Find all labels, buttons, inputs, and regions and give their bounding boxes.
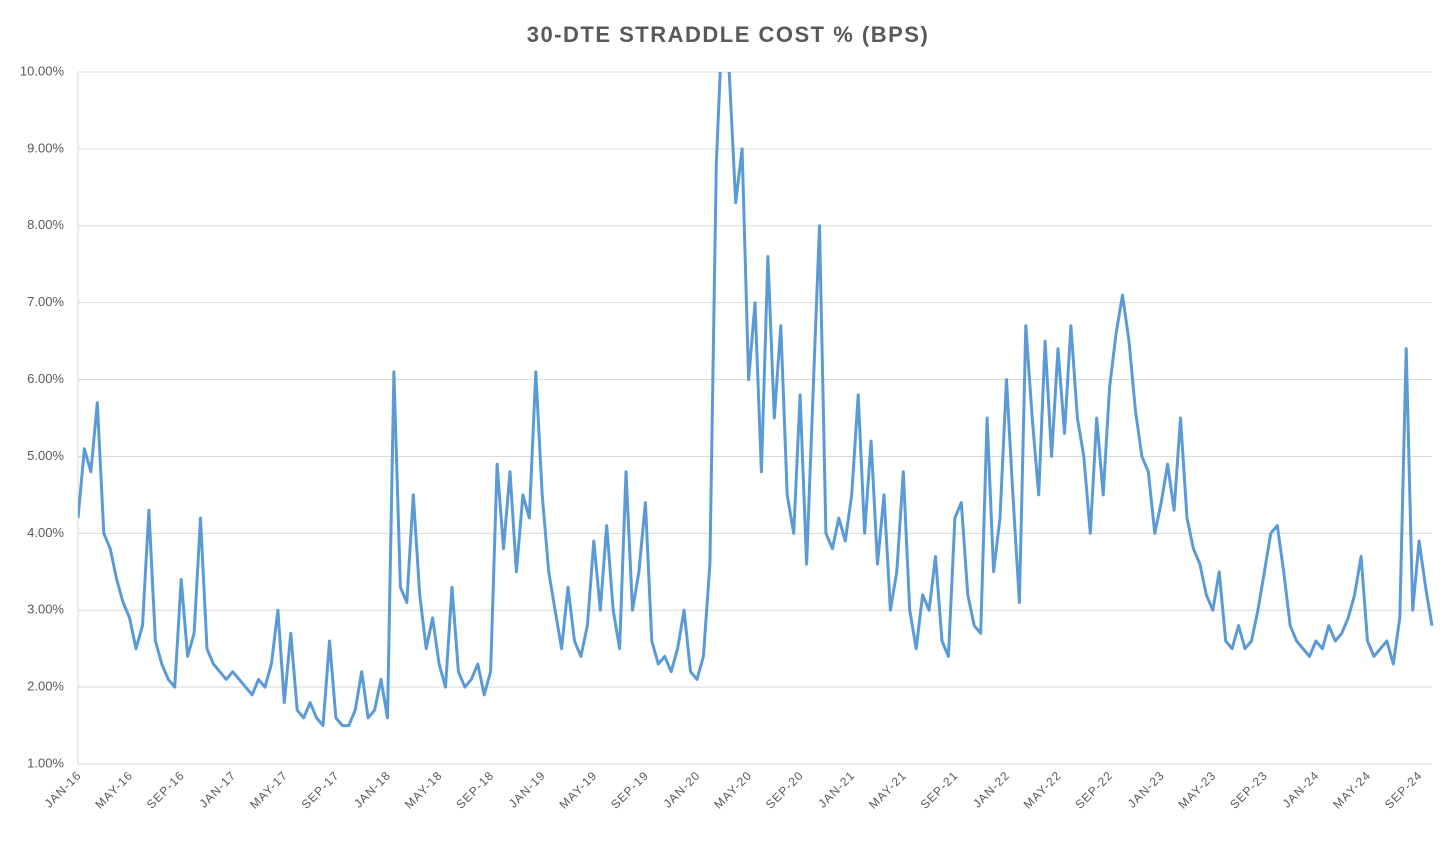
y-tick-label: 8.00% [27,217,64,232]
x-tick-label: JAN-22 [970,768,1012,810]
x-tick-label: JAN-18 [351,768,393,810]
x-tick-label: SEP-23 [1227,768,1270,811]
x-tick-label: SEP-18 [453,768,496,811]
x-tick-label: MAY-19 [557,768,600,811]
x-tick-label: SEP-24 [1382,768,1425,811]
x-tick-label: JAN-17 [196,768,238,810]
x-tick-label: MAY-20 [711,768,754,811]
y-tick-label: 6.00% [27,371,64,386]
x-tick-label: MAY-21 [866,768,909,811]
x-tick-label: SEP-21 [918,768,961,811]
y-tick-label: 5.00% [27,448,64,463]
x-tick-label: JAN-21 [815,768,857,810]
x-tick-label: MAY-24 [1330,768,1373,811]
y-tick-label: 9.00% [27,140,64,155]
x-tick-label: MAY-16 [92,768,135,811]
x-tick-label: MAY-17 [247,768,290,811]
x-tick-label: JAN-23 [1125,768,1167,810]
x-tick-label: SEP-17 [299,768,342,811]
x-tick-label: SEP-22 [1072,768,1115,811]
y-tick-label: 7.00% [27,294,64,309]
y-tick-label: 4.00% [27,525,64,540]
x-tick-label: SEP-19 [608,768,651,811]
chart-title: 30-DTE STRADDLE COST % (BPS) [527,22,930,47]
x-tick-label: MAY-23 [1176,768,1219,811]
x-tick-label: JAN-16 [42,768,84,810]
x-tick-label: SEP-16 [144,768,187,811]
y-tick-label: 10.00% [20,63,65,78]
y-tick-label: 2.00% [27,679,64,694]
x-tick-label: MAY-22 [1021,768,1064,811]
x-tick-label: JAN-19 [506,768,548,810]
x-tick-label: JAN-24 [1280,768,1322,810]
x-tick-label: SEP-20 [763,768,806,811]
y-tick-label: 1.00% [27,755,64,770]
series-line [78,72,1434,728]
y-tick-label: 3.00% [27,602,64,617]
x-tick-label: JAN-20 [661,768,703,810]
x-tick-label: MAY-18 [402,768,445,811]
